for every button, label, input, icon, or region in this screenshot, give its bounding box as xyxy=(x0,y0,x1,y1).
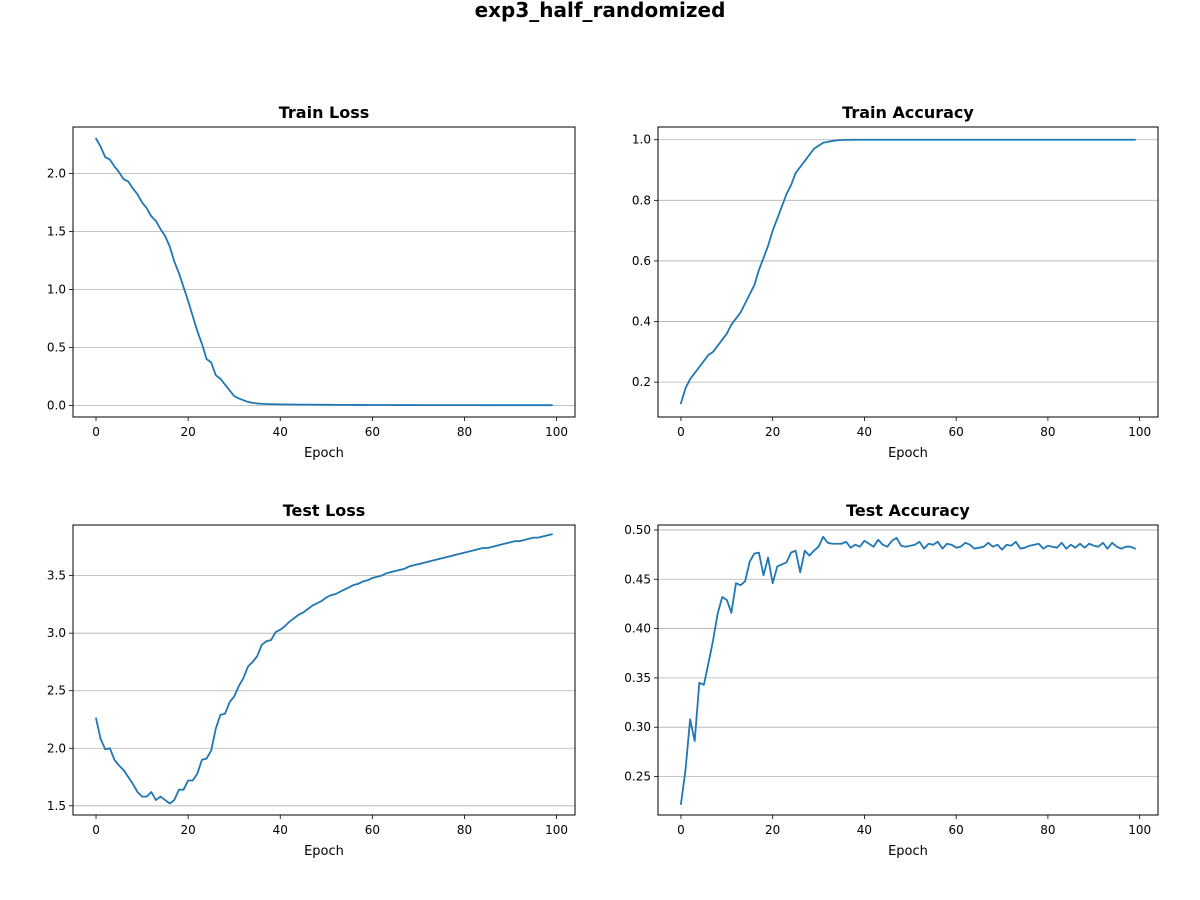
test-accuracy-xlabel: Epoch xyxy=(888,844,928,859)
train-loss-axes-frame xyxy=(72,126,576,418)
train-accuracy-series-line xyxy=(680,138,1136,405)
train-accuracy-xtick-label: 0 xyxy=(677,425,685,439)
train-accuracy-xtick-label: 80 xyxy=(1040,425,1055,439)
test-accuracy-ytick-label: 0.45 xyxy=(624,572,651,586)
test-accuracy-xtick-label: 40 xyxy=(857,823,872,837)
figure-title: exp3_half_randomized xyxy=(474,0,726,22)
test-accuracy-ytick-label: 0.50 xyxy=(624,523,651,537)
test-loss-ytick-label: 3.0 xyxy=(47,626,66,640)
test-accuracy-xtick-label: 60 xyxy=(949,823,964,837)
train-loss-xtick-label: 100 xyxy=(545,425,568,439)
test-loss-xlabel: Epoch xyxy=(304,844,344,859)
test-loss-chart: 1.5 2.0 2.5 3.0 3.5 0 20 40 60 80 100 Test Loss Epoc… xyxy=(47,501,576,859)
train-loss-xtick-label: 40 xyxy=(273,425,288,439)
test-accuracy-ytick-label: 0.40 xyxy=(624,622,651,636)
train-accuracy-ytick-label: 0.4 xyxy=(632,315,651,329)
train-accuracy-ytick-label: 0.8 xyxy=(632,193,651,207)
test-accuracy-xtick-label: 20 xyxy=(765,823,780,837)
train-loss-xtick-label: 20 xyxy=(180,425,195,439)
test-loss-title: Test Loss xyxy=(283,501,366,520)
test-accuracy-ytick-label: 0.30 xyxy=(624,720,651,734)
test-loss-ytick-label: 2.0 xyxy=(47,741,66,755)
train-loss-chart: 0.0 0.5 1.0 1.5 2.0 0 20 40 60 80 100 Train Loss Epo… xyxy=(47,103,576,461)
train-accuracy-ytick-label: 1.0 xyxy=(632,133,651,147)
test-loss-xtick-label: 100 xyxy=(545,823,568,837)
test-accuracy-chart: 0.25 0.30 0.35 0.40 0.45 0.50 0 20 40 60 80 100 Test… xyxy=(624,501,1159,859)
test-accuracy-xtick-label: 100 xyxy=(1128,823,1151,837)
test-loss-xtick-label: 60 xyxy=(365,823,380,837)
train-accuracy-ytick-label: 0.6 xyxy=(632,254,651,268)
test-accuracy-title: Test Accuracy xyxy=(846,501,970,520)
test-accuracy-xtick-label: 0 xyxy=(677,823,685,837)
train-accuracy-xtick-label: 100 xyxy=(1128,425,1151,439)
test-loss-xtick-label: 0 xyxy=(92,823,100,837)
test-accuracy-ytick-label: 0.35 xyxy=(624,671,651,685)
train-loss-xtick-label: 80 xyxy=(457,425,472,439)
train-loss-ytick-label: 0.5 xyxy=(47,340,66,354)
train-loss-ytick-label: 0.0 xyxy=(47,398,66,412)
train-loss-xlabel: Epoch xyxy=(304,446,344,461)
test-loss-ytick-label: 3.5 xyxy=(47,569,66,583)
train-loss-xtick-label: 60 xyxy=(365,425,380,439)
train-accuracy-ytick-label: 0.2 xyxy=(632,375,651,389)
train-accuracy-axes-frame xyxy=(657,126,1159,418)
train-accuracy-xtick-label: 20 xyxy=(765,425,780,439)
test-loss-xtick-label: 20 xyxy=(180,823,195,837)
test-accuracy-ytick-label: 0.25 xyxy=(624,770,651,784)
test-loss-ytick-label: 2.5 xyxy=(47,684,66,698)
test-loss-ytick-label: 1.5 xyxy=(47,799,66,813)
test-accuracy-axes-frame xyxy=(657,524,1159,816)
test-loss-xtick-label: 40 xyxy=(273,823,288,837)
train-accuracy-xtick-label: 60 xyxy=(949,425,964,439)
train-loss-ytick-label: 1.5 xyxy=(47,224,66,238)
test-accuracy-series-line xyxy=(680,535,1136,806)
train-loss-xtick-label: 0 xyxy=(92,425,100,439)
test-accuracy-xtick-label: 80 xyxy=(1040,823,1055,837)
train-loss-series-line xyxy=(95,137,553,407)
train-loss-title: Train Loss xyxy=(279,103,370,122)
train-accuracy-title: Train Accuracy xyxy=(842,103,974,122)
train-loss-ytick-label: 1.0 xyxy=(47,282,66,296)
test-loss-xtick-label: 80 xyxy=(457,823,472,837)
train-accuracy-chart: 0.2 0.4 0.6 0.8 1.0 0 20 40 60 80 100 Train Accurac… xyxy=(632,103,1159,461)
test-loss-series-line xyxy=(95,533,553,805)
train-loss-ytick-label: 2.0 xyxy=(47,166,66,180)
train-accuracy-xtick-label: 40 xyxy=(857,425,872,439)
train-accuracy-xlabel: Epoch xyxy=(888,446,928,461)
test-loss-axes-frame xyxy=(72,524,576,816)
